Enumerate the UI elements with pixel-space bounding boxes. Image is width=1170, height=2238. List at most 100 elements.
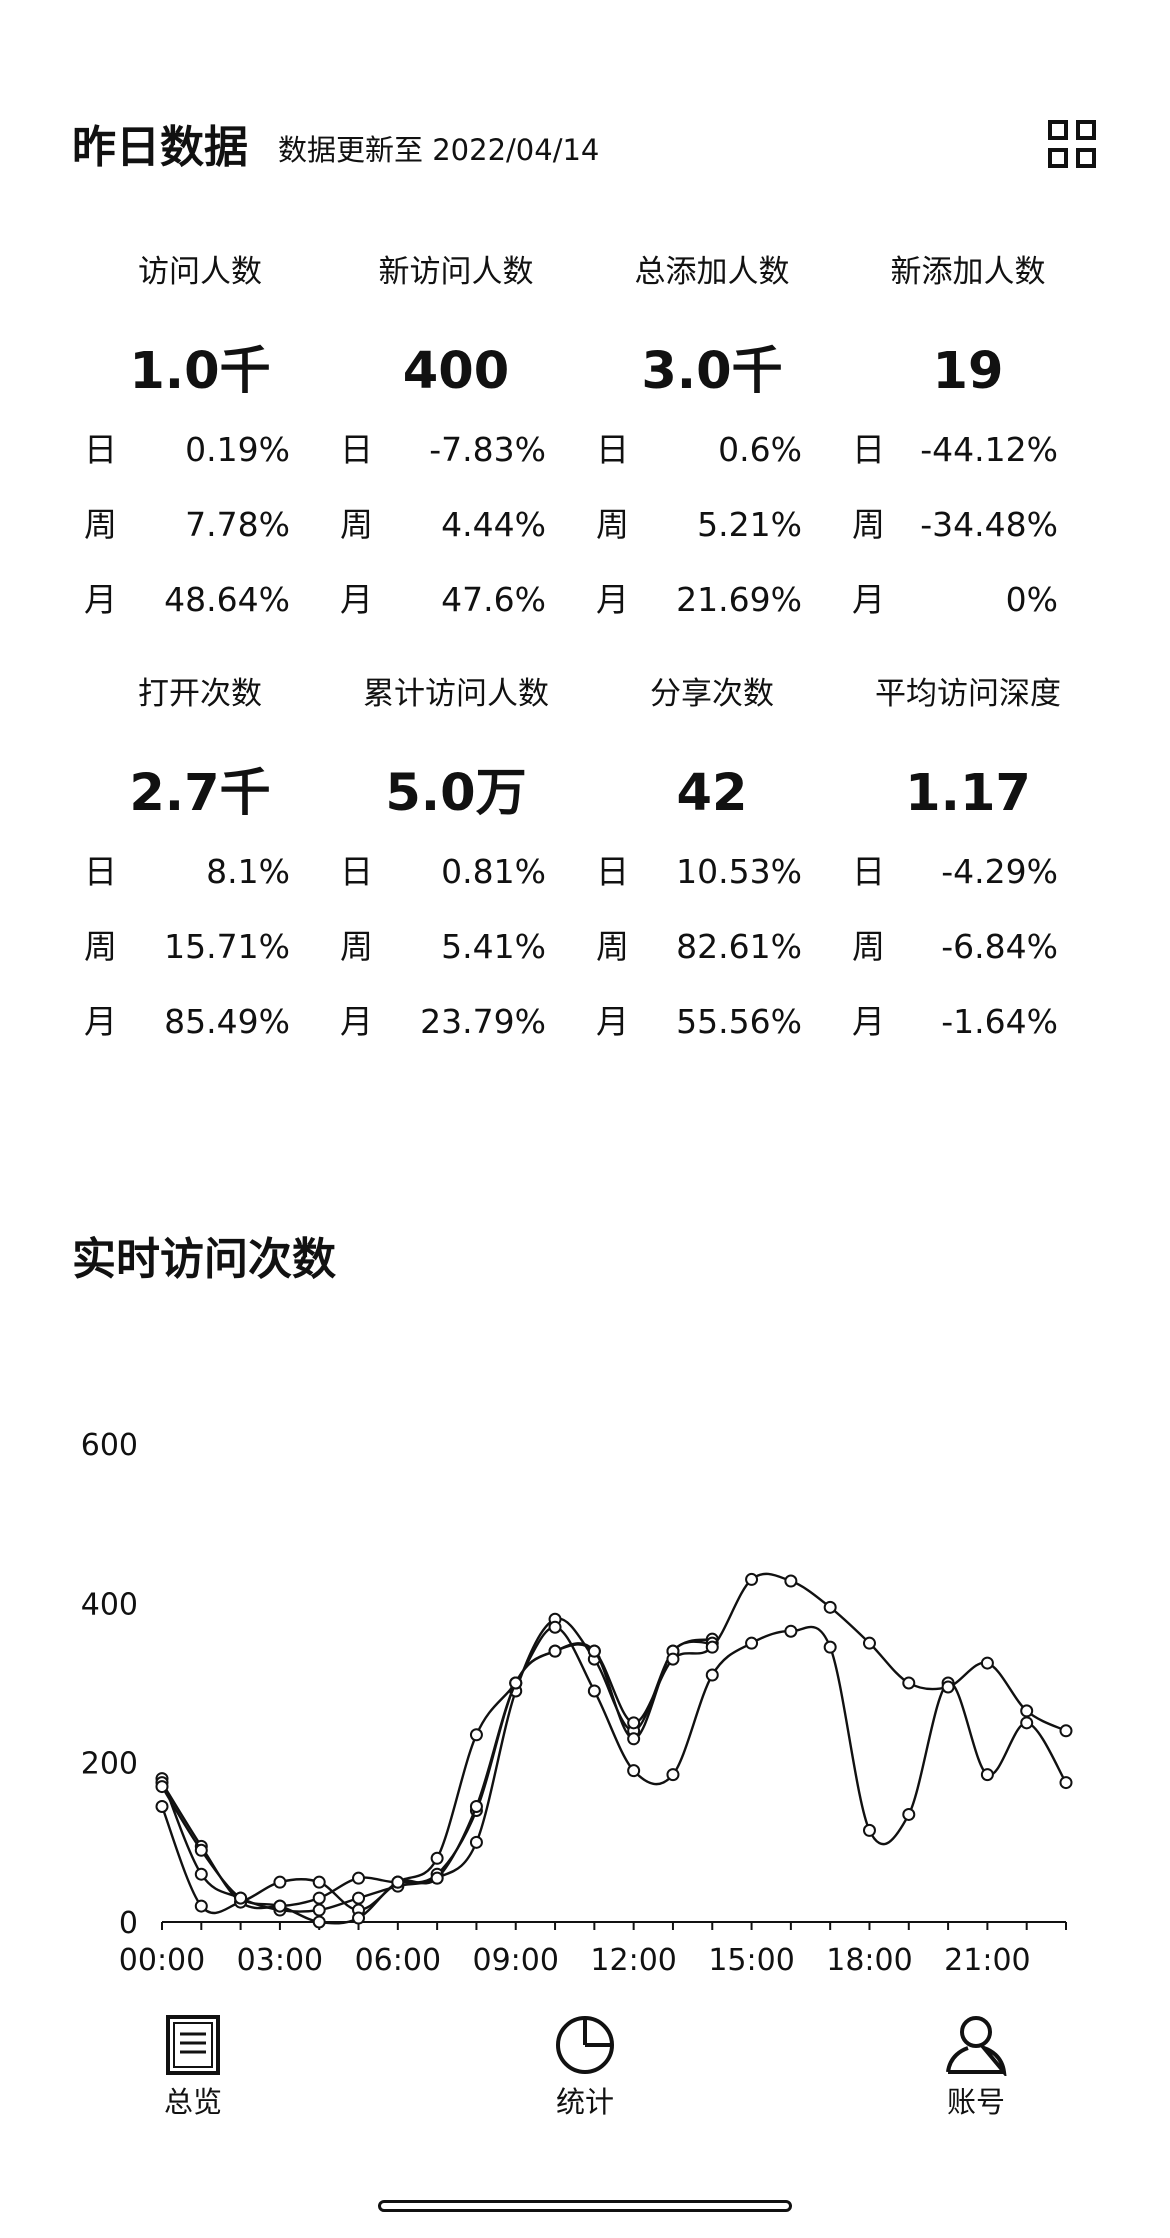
day-change: 8.1% <box>206 852 290 891</box>
week-change: -6.84% <box>941 927 1058 966</box>
tab-account[interactable]: 账号 <box>896 2014 1056 2130</box>
stat-week-compare: 周 4.44% <box>340 505 546 545</box>
day-change: -44.12% <box>920 430 1058 469</box>
stat-avg-depth: 平均访问深度 1.17 日 -4.29% 周 -6.84% 月 -1.64% <box>840 662 1096 1084</box>
data-point <box>1059 1776 1073 1790</box>
data-point <box>312 1891 326 1905</box>
week-label: 周 <box>84 927 117 966</box>
y-tick-label: 0 <box>119 1906 138 1941</box>
day-change: 0.6% <box>718 430 802 469</box>
data-point <box>273 1875 287 1889</box>
data-point <box>548 1644 562 1658</box>
data-point <box>941 1680 955 1694</box>
week-change: 4.44% <box>441 505 546 544</box>
day-change: 0.81% <box>441 852 546 891</box>
data-point <box>312 1915 326 1929</box>
stat-label: 累计访问人数 <box>363 676 549 712</box>
tab-statistics[interactable]: 统计 <box>505 2014 665 2130</box>
stats-grid: 访问人数 1.0千 日 0.19% 周 7.78% 月 48.64% 新访问人数 40… <box>72 240 1098 1084</box>
data-point <box>469 1835 483 1849</box>
data-point <box>666 1652 680 1666</box>
tab-overview[interactable]: 总览 <box>113 2014 273 2130</box>
month-label: 月 <box>340 1002 373 1041</box>
data-point <box>587 1644 601 1658</box>
week-label: 周 <box>340 927 373 966</box>
stat-new-adds: 新添加人数 19 日 -44.12% 周 -34.48% 月 0% <box>840 240 1096 662</box>
data-point <box>823 1640 837 1654</box>
day-label: 日 <box>340 852 373 891</box>
data-point <box>1020 1716 1034 1730</box>
y-tick-label: 400 <box>81 1587 138 1622</box>
data-point <box>862 1636 876 1650</box>
data-point <box>312 1875 326 1889</box>
stat-value: 1.17 <box>905 764 1031 823</box>
stat-value: 5.0万 <box>385 764 527 823</box>
month-change: 0% <box>1005 580 1058 619</box>
data-point <box>627 1764 641 1778</box>
data-point <box>1020 1704 1034 1718</box>
day-label: 日 <box>596 852 629 891</box>
day-change: -7.83% <box>429 430 546 469</box>
realtime-visits-chart: 00:00 03:00 06:00 09:00 12:00 15:00 18:00 21:00… <box>81 1428 1073 1978</box>
stat-cumulative-visitors: 累计访问人数 5.0万 日 0.81% 周 5.41% 月 23.79% <box>328 662 584 1084</box>
week-label: 周 <box>596 505 629 544</box>
day-label: 日 <box>852 852 885 891</box>
month-label: 月 <box>596 580 629 619</box>
data-point <box>548 1620 562 1634</box>
stat-week-compare: 周 82.61% <box>596 927 802 967</box>
stat-value: 1.0千 <box>129 342 271 401</box>
chart-title: 实时访问次数 <box>72 1234 336 1285</box>
week-label: 周 <box>84 505 117 544</box>
month-change: -1.64% <box>941 1002 1058 1041</box>
month-change: 21.69% <box>676 580 802 619</box>
update-time: 数据更新至 2022/04/14 <box>278 133 600 167</box>
data-point <box>430 1871 444 1885</box>
data-point <box>194 1843 208 1857</box>
data-point <box>902 1807 916 1821</box>
stat-month-compare: 月 48.64% <box>84 580 290 620</box>
week-label: 周 <box>852 927 885 966</box>
header: 昨日数据 数据更新至 2022/04/14 <box>72 118 1098 178</box>
month-change: 85.49% <box>164 1002 290 1041</box>
stat-month-compare: 月 21.69% <box>596 580 802 620</box>
home-indicator[interactable] <box>378 2200 792 2212</box>
series-line-3 <box>160 1625 1068 1915</box>
stat-day-compare: 日 -7.83% <box>340 430 546 470</box>
month-label: 月 <box>84 1002 117 1041</box>
stat-week-compare: 周 5.41% <box>340 927 546 967</box>
x-tick-label: 21:00 <box>944 1943 1030 1978</box>
day-change: -4.29% <box>941 852 1058 891</box>
x-tick-label: 09:00 <box>473 1943 559 1978</box>
stat-label: 新访问人数 <box>378 254 534 290</box>
data-point <box>862 1823 876 1837</box>
data-point <box>705 1640 719 1654</box>
stat-week-compare: 周 -6.84% <box>852 927 1058 967</box>
week-change: 15.71% <box>164 927 290 966</box>
month-label: 月 <box>340 580 373 619</box>
stat-week-compare: 周 5.21% <box>596 505 802 545</box>
stat-opens: 打开次数 2.7千 日 8.1% 周 15.71% 月 85.49% <box>72 662 328 1084</box>
data-point <box>352 1911 366 1925</box>
week-change: -34.48% <box>920 505 1058 544</box>
stat-label: 分享次数 <box>650 676 774 712</box>
stat-month-compare: 月 85.49% <box>84 1002 290 1042</box>
day-label: 日 <box>340 430 373 469</box>
week-label: 周 <box>340 505 373 544</box>
week-change: 82.61% <box>676 927 802 966</box>
stat-visitors: 访问人数 1.0千 日 0.19% 周 7.78% 月 48.64% <box>72 240 328 662</box>
data-point <box>469 1799 483 1813</box>
week-label: 周 <box>852 505 885 544</box>
week-label: 周 <box>596 927 629 966</box>
day-label: 日 <box>852 430 885 469</box>
grid-icon[interactable] <box>1046 118 1098 170</box>
stat-day-compare: 日 0.19% <box>84 430 290 470</box>
day-label: 日 <box>84 852 117 891</box>
data-point <box>902 1676 916 1690</box>
data-point <box>234 1891 248 1905</box>
stat-day-compare: 日 -44.12% <box>852 430 1058 470</box>
pie-chart-icon <box>556 2016 614 2074</box>
month-label: 月 <box>84 580 117 619</box>
user-icon <box>946 2016 1007 2076</box>
month-label: 月 <box>852 580 885 619</box>
month-change: 55.56% <box>676 1002 802 1041</box>
